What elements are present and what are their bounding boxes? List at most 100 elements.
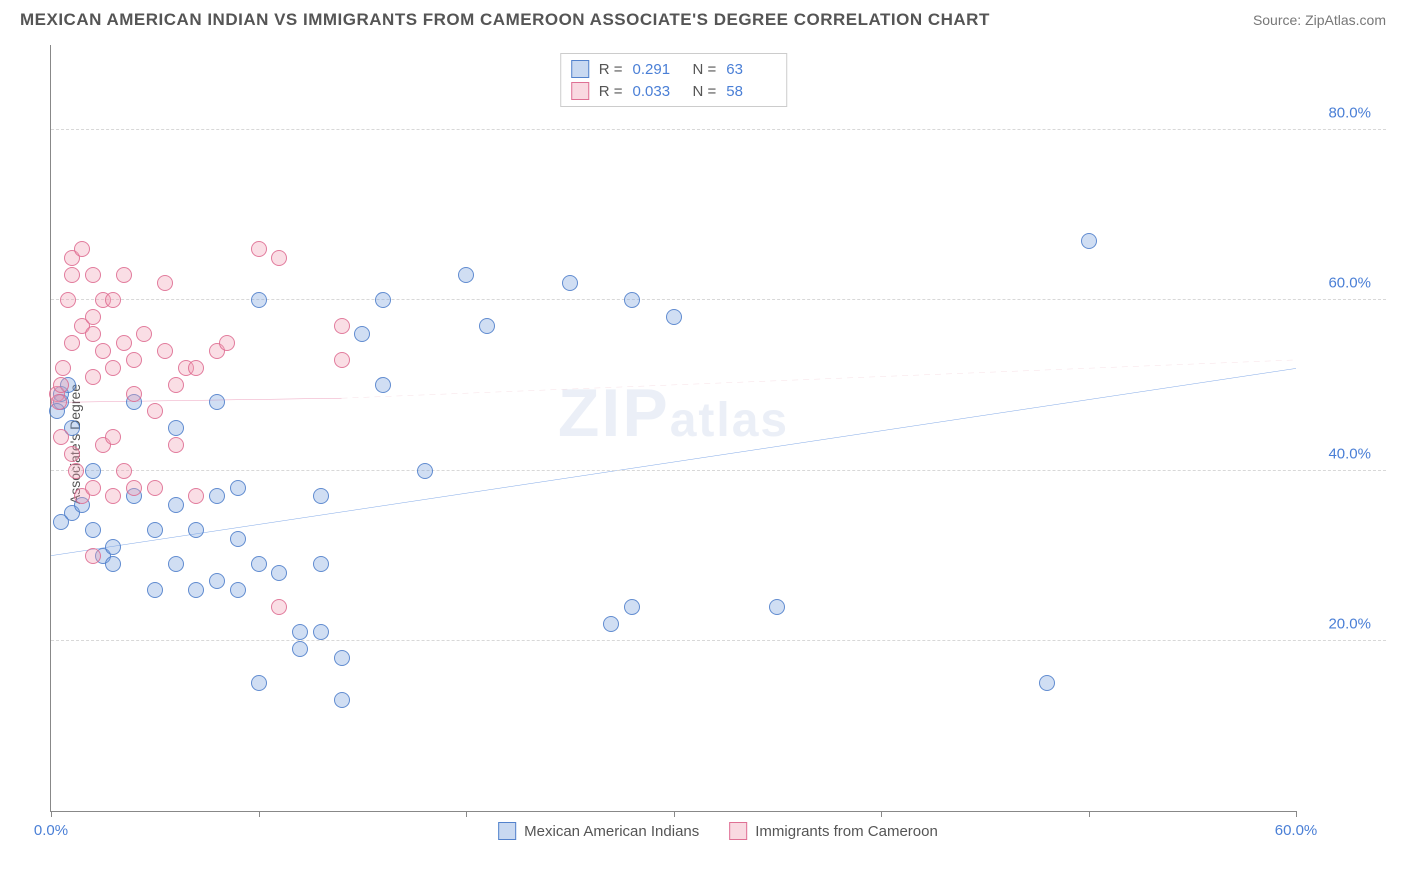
data-point	[85, 522, 101, 538]
data-point	[64, 446, 80, 462]
data-point	[354, 326, 370, 342]
data-point	[126, 386, 142, 402]
data-point	[85, 463, 101, 479]
x-tick	[881, 811, 882, 817]
stats-row-series1: R = 0.291 N = 63	[571, 58, 777, 80]
data-point	[157, 275, 173, 291]
data-point	[334, 650, 350, 666]
plot-area: ZIPatlas R = 0.291 N = 63 R = 0.033 N = …	[50, 45, 1296, 812]
data-point	[292, 641, 308, 657]
x-tick-label: 0.0%	[34, 822, 68, 839]
legend-label-1: Mexican American Indians	[524, 823, 699, 840]
x-tick	[1089, 811, 1090, 817]
data-point	[313, 556, 329, 572]
stat-R-label: R =	[599, 83, 623, 100]
data-point	[68, 463, 84, 479]
data-point	[271, 599, 287, 615]
data-point	[624, 599, 640, 615]
data-point	[147, 480, 163, 496]
stat-N-label: N =	[693, 61, 717, 78]
data-point	[168, 497, 184, 513]
data-point	[313, 488, 329, 504]
data-point	[251, 292, 267, 308]
watermark: ZIPatlas	[558, 374, 789, 452]
data-point	[251, 675, 267, 691]
data-point	[188, 522, 204, 538]
data-point	[53, 377, 69, 393]
data-point	[64, 267, 80, 283]
stats-row-series2: R = 0.033 N = 58	[571, 80, 777, 102]
data-point	[85, 326, 101, 342]
data-point	[479, 318, 495, 334]
swatch-blue-icon	[498, 822, 516, 840]
data-point	[458, 267, 474, 283]
data-point	[188, 582, 204, 598]
stat-N-label: N =	[693, 83, 717, 100]
stat-R-value-1: 0.291	[633, 61, 683, 78]
data-point	[116, 267, 132, 283]
data-point	[53, 514, 69, 530]
data-point	[313, 624, 329, 640]
chart-title: MEXICAN AMERICAN INDIAN VS IMMIGRANTS FR…	[20, 10, 990, 30]
stat-R-value-2: 0.033	[633, 83, 683, 100]
y-tick-label: 60.0%	[1328, 275, 1371, 292]
source-attribution: Source: ZipAtlas.com	[1253, 12, 1386, 28]
data-point	[1081, 233, 1097, 249]
data-point	[116, 463, 132, 479]
data-point	[334, 352, 350, 368]
data-point	[209, 488, 225, 504]
data-point	[105, 429, 121, 445]
x-tick	[466, 811, 467, 817]
x-tick	[259, 811, 260, 817]
data-point	[53, 429, 69, 445]
data-point	[168, 377, 184, 393]
data-point	[85, 480, 101, 496]
bottom-legend: Mexican American Indians Immigrants from…	[498, 822, 938, 840]
data-point	[105, 292, 121, 308]
legend-item-series2: Immigrants from Cameroon	[729, 822, 938, 840]
data-point	[230, 480, 246, 496]
data-point	[51, 394, 67, 410]
data-point	[188, 488, 204, 504]
x-tick	[674, 811, 675, 817]
data-point	[126, 352, 142, 368]
data-point	[168, 420, 184, 436]
data-point	[251, 241, 267, 257]
data-point	[168, 556, 184, 572]
data-point	[60, 292, 76, 308]
data-point	[85, 548, 101, 564]
x-tick	[1296, 811, 1297, 817]
data-point	[624, 292, 640, 308]
data-point	[271, 565, 287, 581]
data-point	[209, 394, 225, 410]
y-tick-label: 40.0%	[1328, 445, 1371, 462]
legend-item-series1: Mexican American Indians	[498, 822, 699, 840]
swatch-pink-icon	[571, 82, 589, 100]
data-point	[375, 377, 391, 393]
data-point	[126, 480, 142, 496]
gridline-h	[51, 470, 1386, 471]
gridline-h	[51, 640, 1386, 641]
data-point	[168, 437, 184, 453]
data-point	[417, 463, 433, 479]
swatch-pink-icon	[729, 822, 747, 840]
data-point	[85, 309, 101, 325]
x-tick-label: 60.0%	[1275, 822, 1318, 839]
data-point	[116, 335, 132, 351]
data-point	[95, 343, 111, 359]
data-point	[147, 403, 163, 419]
data-point	[292, 624, 308, 640]
data-point	[105, 360, 121, 376]
stat-N-value-2: 58	[726, 83, 776, 100]
data-point	[562, 275, 578, 291]
data-point	[105, 488, 121, 504]
data-point	[375, 292, 391, 308]
data-point	[334, 318, 350, 334]
x-tick	[51, 811, 52, 817]
data-point	[230, 582, 246, 598]
swatch-blue-icon	[571, 60, 589, 78]
chart-container: Associate's Degree ZIPatlas R = 0.291 N …	[50, 45, 1386, 842]
data-point	[230, 531, 246, 547]
data-point	[271, 250, 287, 266]
data-point	[666, 309, 682, 325]
